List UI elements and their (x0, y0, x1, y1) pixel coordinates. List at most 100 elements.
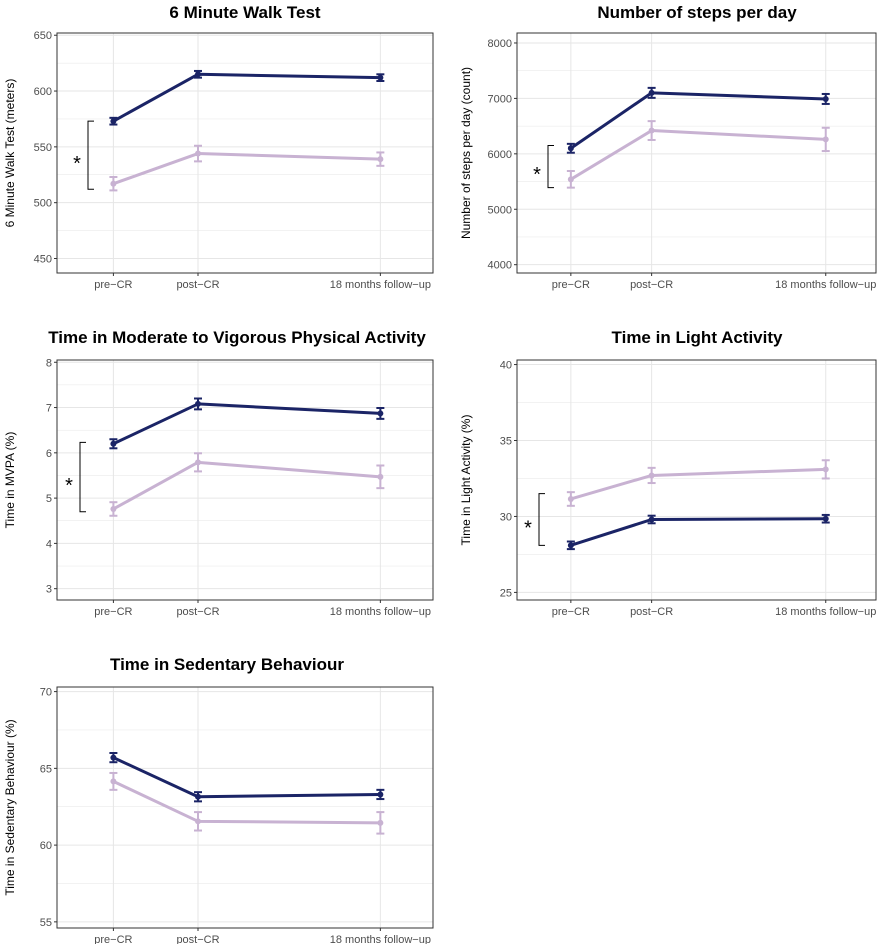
data-point (377, 410, 384, 417)
chart-title: 6 Minute Walk Test (169, 3, 320, 22)
data-point (195, 150, 201, 157)
y-tick-label: 450 (34, 253, 52, 265)
series-line (112, 756, 381, 799)
significance-star: * (65, 475, 73, 497)
series-dark (566, 86, 830, 154)
y-tick-label: 30 (500, 511, 512, 523)
data-point (377, 791, 384, 798)
panel-border (56, 686, 434, 929)
series-light (109, 452, 385, 517)
series-dark (109, 397, 385, 450)
panel-5: 55 60 65 70 pre−CR post−CR 18 months follow−up… (3, 655, 434, 944)
x-tick-label: pre−CR (552, 279, 590, 291)
y-axis-label: Time in MVPA (%) (3, 432, 17, 529)
x-tick-label: post−CR (176, 606, 219, 618)
y-tick-label: 650 (34, 30, 52, 42)
x-tick-label: 18 months follow−up (330, 934, 431, 944)
panel-3: 3 4 5 6 7 8 pre−CR post−CR 18 months follow−up Ti… (3, 328, 434, 618)
significance-bracket (79, 441, 86, 513)
x-tick-label: post−CR (176, 934, 219, 944)
data-point (110, 180, 117, 187)
x-tick-label: 18 months follow−up (775, 279, 876, 291)
data-point (195, 400, 201, 407)
significance-star: * (524, 518, 532, 540)
significance-bracket (87, 120, 94, 190)
y-tick-label: 60 (40, 840, 52, 852)
panel-border (56, 359, 434, 601)
y-axis-label: Time in Light Activity (%) (459, 415, 473, 546)
y-tick-label: 4000 (488, 260, 512, 272)
panel-1: 450 500 550 600 650 pre−CR post−CR 18 months fo… (3, 3, 434, 291)
data-point (377, 74, 384, 81)
y-axis-label: Time in Sedentary Behaviour (%) (3, 719, 17, 895)
y-axis-label: 6 Minute Walk Test (meters) (3, 79, 17, 228)
data-point (377, 473, 384, 480)
data-point (567, 176, 574, 183)
significance-star: * (73, 153, 81, 175)
y-tick-label: 3 (46, 584, 52, 596)
series-dark (566, 513, 830, 551)
x-tick-label: pre−CR (94, 279, 132, 291)
y-tick-label: 25 (500, 587, 512, 599)
y-tick-label: 6000 (488, 149, 512, 161)
data-point (567, 542, 574, 549)
series-line (570, 129, 826, 181)
data-point (648, 472, 655, 479)
y-tick-label: 4 (46, 538, 52, 550)
y-tick-label: 35 (500, 436, 512, 448)
significance-bracket (547, 145, 554, 189)
significance-bracket (538, 493, 545, 546)
x-tick-label: pre−CR (552, 606, 590, 618)
y-tick-label: 8 (46, 357, 52, 369)
data-point (822, 466, 829, 473)
y-tick-label: 65 (40, 763, 52, 775)
y-tick-label: 55 (40, 917, 52, 929)
series-line (570, 517, 826, 547)
series-line (112, 72, 381, 123)
data-point (110, 440, 117, 447)
data-point (110, 754, 117, 761)
series-light (566, 459, 830, 507)
y-tick-label: 7000 (488, 93, 512, 105)
y-tick-label: 500 (34, 198, 52, 210)
data-point (110, 505, 117, 512)
chart-title: Time in Light Activity (612, 328, 784, 347)
y-tick-label: 550 (34, 142, 52, 154)
data-point (822, 95, 829, 102)
series-line (570, 91, 826, 150)
series-line (112, 460, 381, 511)
y-tick-label: 70 (40, 687, 52, 699)
y-tick-label: 8000 (488, 38, 512, 50)
series-dark (109, 69, 385, 126)
y-tick-label: 5000 (488, 204, 512, 216)
panel-2: 4000 5000 6000 7000 8000 pre−CR post−CR 18 mont… (459, 3, 877, 291)
data-point (567, 495, 574, 502)
data-point (195, 459, 201, 466)
data-point (195, 71, 201, 78)
x-tick-label: pre−CR (94, 606, 132, 618)
series-line (112, 152, 381, 186)
data-point (822, 515, 829, 522)
y-axis-label: Number of steps per day (count) (459, 67, 473, 239)
y-tick-label: 5 (46, 493, 52, 505)
chart-title: Number of steps per day (597, 3, 797, 22)
data-point (377, 156, 384, 163)
x-tick-label: post−CR (630, 606, 673, 618)
data-point (377, 819, 384, 826)
data-point (110, 118, 117, 125)
panel-4: 25 30 35 40 pre−CR post−CR 18 months follow−up… (459, 328, 877, 618)
data-point (648, 89, 655, 96)
panel-border (516, 32, 877, 274)
y-tick-label: 7 (46, 403, 52, 415)
series-dark (109, 752, 385, 803)
chart-title: Time in Moderate to Vigorous Physical Ac… (48, 328, 426, 347)
chart-title: Time in Sedentary Behaviour (110, 655, 344, 674)
data-point (648, 516, 655, 523)
data-point (195, 793, 201, 800)
data-point (110, 778, 117, 785)
x-tick-label: 18 months follow−up (330, 279, 431, 291)
series-line (112, 402, 381, 446)
series-light (109, 771, 385, 835)
y-tick-label: 600 (34, 86, 52, 98)
